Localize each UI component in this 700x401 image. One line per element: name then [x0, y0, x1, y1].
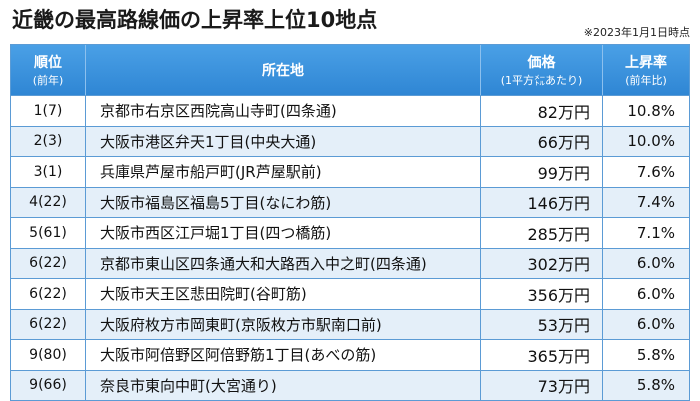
price-cell: 82万円: [481, 96, 603, 126]
header-sublabel: (前年比): [625, 74, 667, 87]
location-cell: 大阪府枚方市岡東町(京阪枚方市駅南口前): [86, 309, 481, 339]
title: 近畿の最高路線価の上昇率上位10地点: [12, 8, 378, 32]
rank-cell: 9(66): [11, 370, 86, 400]
table-row: 6(22) 京都市東山区四条通大和大路西入中之町(四条通) 302万円 6.0%: [11, 247, 689, 278]
location-cell: 大阪市阿倍野区阿倍野筋1丁目(あべの筋): [86, 340, 481, 370]
header-sublabel: (1平方㍍あたり): [500, 74, 583, 87]
price-cell: 99万円: [481, 157, 603, 187]
rise-rate-cell: 10.8%: [627, 101, 675, 120]
rank-cell: 6(22): [11, 279, 86, 309]
price-cell: 73万円: [481, 370, 603, 400]
rank-cell: 5(61): [11, 218, 86, 248]
table-row: 6(22) 大阪府枚方市岡東町(京阪枚方市駅南口前) 53万円 6.0%: [11, 308, 689, 339]
rise-rate-cell: 5.8%: [636, 345, 675, 364]
location-cell: 兵庫県芦屋市船戸町(JR芦屋駅前): [86, 157, 481, 187]
header-cell: 所在地: [86, 45, 481, 95]
rank-cell: 6(22): [11, 248, 86, 278]
price-cell: 146万円: [481, 187, 603, 217]
rank-cell: 2(3): [11, 126, 86, 156]
header-sublabel: (前年): [32, 74, 64, 87]
note: ※2023年1月1日時点: [583, 26, 690, 39]
rise-rate-cell: 6.0%: [636, 315, 675, 334]
rank-cell: 6(22): [11, 309, 86, 339]
price-cell: 66万円: [481, 126, 603, 156]
rank-cell: 9(80): [11, 340, 86, 370]
rank-cell: 3(1): [11, 157, 86, 187]
rank-cell: 4(22): [11, 187, 86, 217]
rise-rate-cell: 10.0%: [627, 132, 675, 151]
location-cell: 大阪市港区弁天1丁目(中央大通): [86, 126, 481, 156]
header-label: 所在地: [262, 63, 304, 79]
table-row: 9(66) 奈良市東向中町(大宮通り) 73万円 5.8%: [11, 369, 689, 400]
price-cell: 356万円: [481, 279, 603, 309]
header-cell: 価格 (1平方㍍あたり): [481, 45, 603, 95]
table-row: 4(22) 大阪市福島区福島5丁目(なにわ筋) 146万円 7.4%: [11, 186, 689, 217]
header-cell: 上昇率 (前年比): [603, 45, 689, 95]
location-cell: 大阪市天王区悲田院町(谷町筋): [86, 279, 481, 309]
price-cell: 53万円: [481, 309, 603, 339]
table-row: 6(22) 大阪市天王区悲田院町(谷町筋) 356万円 6.0%: [11, 278, 689, 309]
header-label: 上昇率: [625, 55, 667, 71]
location-cell: 奈良市東向中町(大宮通り): [86, 370, 481, 400]
table-row: 9(80) 大阪市阿倍野区阿倍野筋1丁目(あべの筋) 365万円 5.8%: [11, 339, 689, 370]
location-cell: 京都市右京区西院高山寺町(四条通): [86, 96, 481, 126]
price-cell: 285万円: [481, 218, 603, 248]
table-row: 5(61) 大阪市西区江戸堀1丁目(四つ橋筋) 285万円 7.1%: [11, 217, 689, 248]
header-label: 価格: [527, 55, 556, 71]
rise-rate-cell: 6.0%: [636, 284, 675, 303]
table: 順位 (前年) 所在地 価格 (1平方㍍あたり) 上昇率 (前年比) 1(7) 京都市右京区西…: [10, 44, 690, 401]
price-cell: 302万円: [481, 248, 603, 278]
rank-cell: 1(7): [11, 96, 86, 126]
location-cell: 大阪市福島区福島5丁目(なにわ筋): [86, 187, 481, 217]
rise-rate-cell: 7.1%: [636, 223, 675, 242]
price-cell: 365万円: [481, 340, 603, 370]
rise-rate-cell: 7.4%: [636, 193, 675, 212]
header-cell: 順位 (前年): [11, 45, 86, 95]
table-row: 2(3) 大阪市港区弁天1丁目(中央大通) 66万円 10.0%: [11, 125, 689, 156]
location-cell: 京都市東山区四条通大和大路西入中之町(四条通): [86, 248, 481, 278]
header-label: 順位: [34, 55, 62, 71]
rise-rate-cell: 7.6%: [636, 162, 675, 181]
location-cell: 大阪市西区江戸堀1丁目(四つ橋筋): [86, 218, 481, 248]
table-row: 3(1) 兵庫県芦屋市船戸町(JR芦屋駅前) 99万円 7.6%: [11, 156, 689, 187]
rise-rate-cell: 6.0%: [636, 254, 675, 273]
table-row: 1(7) 京都市右京区西院高山寺町(四条通) 82万円 10.8%: [11, 95, 689, 126]
rise-rate-cell: 5.8%: [636, 376, 675, 395]
table-header: 順位 (前年) 所在地 価格 (1平方㍍あたり) 上昇率 (前年比): [11, 45, 689, 95]
